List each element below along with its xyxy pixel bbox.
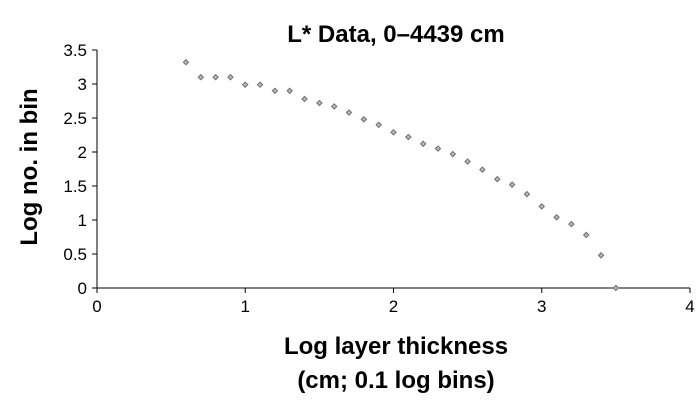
data-point xyxy=(568,220,575,228)
data-point xyxy=(316,99,323,107)
data-point xyxy=(301,95,308,103)
y-tick-label: 3 xyxy=(78,75,87,94)
data-point xyxy=(479,166,486,173)
y-axis-label: Log no. in bin xyxy=(16,88,43,245)
data-point xyxy=(464,158,471,165)
data-point xyxy=(597,252,605,259)
x-tick-label: 1 xyxy=(241,297,250,316)
data-point xyxy=(271,87,279,95)
x-ticks: 0 1 2 3 4 xyxy=(92,288,695,316)
data-point xyxy=(182,58,190,66)
data-point xyxy=(449,150,457,158)
chart-title: L* Data, 0–4439 cm xyxy=(287,21,504,48)
x-axis-label-line-2: (cm; 0.1 log bins) xyxy=(297,367,494,394)
data-point xyxy=(553,213,560,221)
data-point xyxy=(360,116,368,123)
data-point xyxy=(375,121,382,129)
data-point xyxy=(508,181,516,188)
y-tick-label: 0.5 xyxy=(63,245,87,264)
data-point xyxy=(212,73,219,81)
y-tick-label: 2 xyxy=(78,143,87,162)
data-point xyxy=(493,175,501,183)
data-point xyxy=(419,140,427,148)
data-points xyxy=(182,58,620,292)
data-point xyxy=(227,73,234,81)
data-point xyxy=(330,103,338,110)
data-point xyxy=(405,133,412,141)
data-point xyxy=(523,190,531,198)
y-tick-label: 2.5 xyxy=(63,109,87,128)
x-axis-label-line-1: Log layer thickness xyxy=(284,333,508,360)
x-tick-label: 3 xyxy=(537,297,546,316)
data-point xyxy=(538,203,546,210)
x-tick-label: 0 xyxy=(92,297,101,316)
y-tick-label: 3.5 xyxy=(63,41,87,60)
data-point xyxy=(286,87,294,95)
y-tick-label: 0 xyxy=(78,279,87,298)
data-point xyxy=(434,145,442,152)
data-point xyxy=(256,81,264,88)
data-point xyxy=(582,231,590,239)
x-tick-label: 4 xyxy=(685,297,694,316)
data-point xyxy=(612,284,620,292)
x-tick-label: 2 xyxy=(389,297,398,316)
data-point xyxy=(241,81,249,88)
y-ticks: 0 0.5 1 1.5 2 2.5 3 3.5 xyxy=(63,41,97,298)
y-tick-label: 1.5 xyxy=(63,177,87,196)
data-point xyxy=(390,128,397,136)
y-tick-label: 1 xyxy=(78,211,87,230)
data-point xyxy=(197,73,205,81)
data-point xyxy=(345,109,353,116)
